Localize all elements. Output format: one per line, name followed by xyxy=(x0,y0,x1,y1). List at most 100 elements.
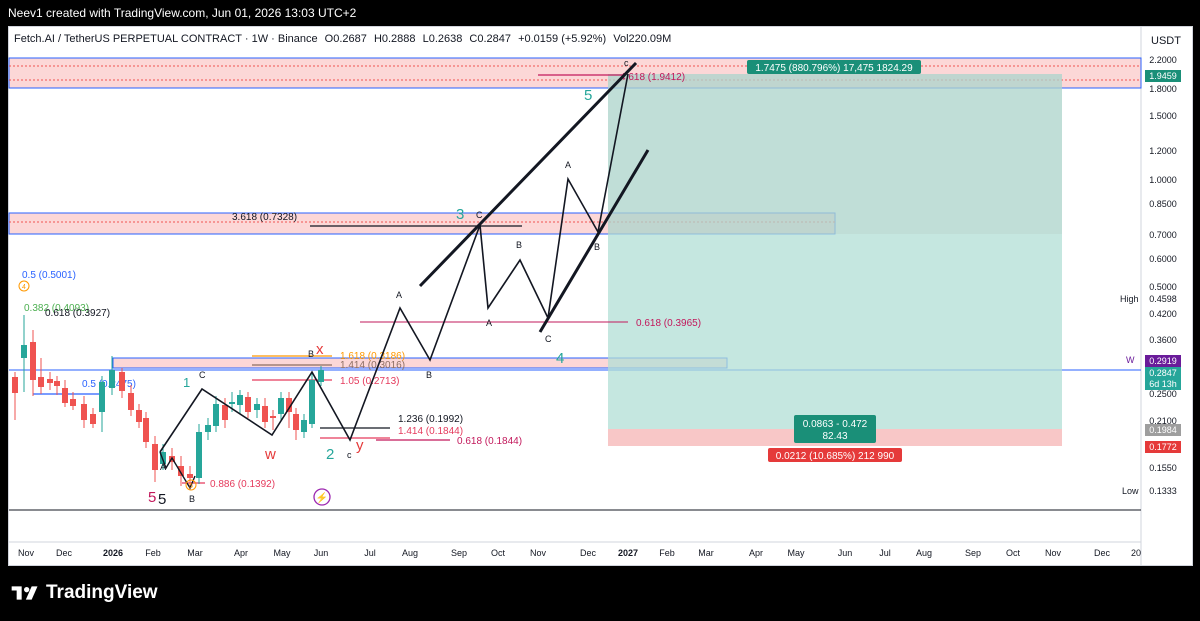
time-tick-label: May xyxy=(273,548,291,558)
price-tick-label: 0.7000 xyxy=(1149,230,1177,240)
wave-label-b2: B xyxy=(308,349,314,359)
legend-close: C0.2847 xyxy=(469,33,512,45)
stop-price-tag xyxy=(1145,441,1181,453)
candle-body[interactable] xyxy=(119,372,125,391)
time-tick-label: Feb xyxy=(659,548,675,558)
target-price-text: 1.9459 xyxy=(1149,71,1177,81)
candle-body[interactable] xyxy=(30,342,36,380)
time-tick-label: Apr xyxy=(234,548,248,558)
candle-body[interactable] xyxy=(301,420,307,432)
wave-label-c3: C xyxy=(476,210,483,220)
time-tick-label: Oct xyxy=(1006,548,1021,558)
legend-low: L0.2638 xyxy=(422,33,463,45)
candle-body[interactable] xyxy=(222,405,228,420)
candle-body[interactable] xyxy=(152,444,158,470)
candle-body[interactable] xyxy=(309,380,315,424)
fib-label-1236: 1.236 (0.1992) xyxy=(398,414,463,425)
price-axis[interactable]: 2.2000 1.8000 1.5000 1.2000 1.0000 0.8500 0.70… xyxy=(1149,55,1177,473)
header-bar: Neev1 created with TradingView.com, Jun … xyxy=(0,0,1200,26)
time-tick-label: Jul xyxy=(879,548,891,558)
candle-body[interactable] xyxy=(270,416,276,418)
candle-body[interactable] xyxy=(81,404,87,420)
time-tick-label: 2026 xyxy=(103,548,123,558)
candle-body[interactable] xyxy=(21,345,27,358)
candle-body[interactable] xyxy=(262,406,268,422)
target-label-box[interactable] xyxy=(747,60,921,74)
entry-label-2: 82.43 xyxy=(822,431,847,442)
last-price-text: 0.2847 xyxy=(1149,368,1177,378)
wave-label-5: 5 xyxy=(584,87,592,104)
candle-body[interactable] xyxy=(286,398,292,412)
time-tick-label: Oct xyxy=(491,548,506,558)
candle-body[interactable] xyxy=(237,395,243,405)
candle-body[interactable] xyxy=(160,452,166,464)
wave-label-c1: C xyxy=(199,370,206,380)
wave-label-c4: C xyxy=(545,334,552,344)
gray-price-tag xyxy=(1145,424,1181,436)
candle-body[interactable] xyxy=(229,402,235,404)
price-tick-label: 1.8000 xyxy=(1149,84,1177,94)
candle-body[interactable] xyxy=(293,414,299,430)
candle-body[interactable] xyxy=(178,466,184,476)
candle-body[interactable] xyxy=(213,404,219,426)
target-zone[interactable] xyxy=(608,74,1062,429)
time-axis[interactable]: Nov Dec 2026 Feb Mar Apr May Jun Jul Aug Sep Oct Nov… xyxy=(18,548,1141,558)
candle-body[interactable] xyxy=(254,404,260,410)
candle-body[interactable] xyxy=(12,377,18,393)
candle-body[interactable] xyxy=(205,425,211,432)
wave-label-five-black: 5 xyxy=(158,491,166,508)
candle-body[interactable] xyxy=(109,370,115,388)
channel-upper-line[interactable] xyxy=(418,61,638,288)
price-tick-label: 1.0000 xyxy=(1149,175,1177,185)
candle-body[interactable] xyxy=(90,414,96,424)
candle-body[interactable] xyxy=(318,370,324,382)
low-tag-value: 0.1333 xyxy=(1149,486,1177,496)
price-tick-label: 1.5000 xyxy=(1149,111,1177,121)
wave-label-five-red: 5 xyxy=(148,489,156,506)
legend-volume: Vol220.09M xyxy=(613,33,672,45)
circled-5-text: 5 xyxy=(189,483,193,490)
fib-label-0886: 0.886 (0.1392) xyxy=(210,479,275,490)
candle-body[interactable] xyxy=(99,382,105,412)
candle-body[interactable] xyxy=(62,388,68,403)
time-tick-label: Dec xyxy=(580,548,597,558)
wave-small-path xyxy=(159,451,196,490)
flash-event-glyph: ⚡ xyxy=(316,491,328,504)
candle-body[interactable] xyxy=(38,377,44,387)
candle-body[interactable] xyxy=(196,432,202,478)
stop-price-text: 0.1772 xyxy=(1149,442,1177,452)
time-tick-label: Jun xyxy=(314,548,329,558)
target-price-tag xyxy=(1145,70,1181,82)
credit-text: Neev1 created with TradingView.com, Jun … xyxy=(8,6,357,20)
candlestick-series[interactable] xyxy=(12,315,324,490)
channel-lower-line[interactable] xyxy=(538,149,650,333)
time-tick-label: Mar xyxy=(187,548,203,558)
gray-price-text: 0.1984 xyxy=(1149,425,1177,435)
time-tick-label: Aug xyxy=(916,548,932,558)
wave-label-b5: B xyxy=(594,242,600,252)
candle-body[interactable] xyxy=(143,418,149,442)
candle-body[interactable] xyxy=(187,474,193,478)
wave-projection-path[interactable] xyxy=(159,73,629,453)
fib-label-1618: 1.618 (0.3186) xyxy=(340,351,405,362)
price-tick-label: 1.2000 xyxy=(1149,146,1177,156)
flash-event-icon[interactable] xyxy=(313,488,331,506)
tradingview-logo[interactable]: TradingView xyxy=(10,582,158,604)
time-tick-label: Nov xyxy=(18,548,35,558)
candle-body[interactable] xyxy=(128,393,134,410)
circled-5-icon xyxy=(185,479,197,491)
stop-label-box[interactable] xyxy=(768,448,902,462)
candle-body[interactable] xyxy=(70,399,76,406)
candle-body[interactable] xyxy=(245,397,251,412)
candle-body[interactable] xyxy=(136,410,142,422)
low-tag-label: Low xyxy=(1122,486,1139,496)
entry-label-box[interactable] xyxy=(794,415,876,443)
candle-body[interactable] xyxy=(278,398,284,414)
fib-label-05: 0.5 (0.5001) xyxy=(22,270,76,281)
candle-body[interactable] xyxy=(54,381,60,386)
candle-body[interactable] xyxy=(47,379,53,383)
fib-label-105: 1.05 (0.2713) xyxy=(340,376,400,387)
wave-label-4: 4 xyxy=(556,350,564,367)
last-price-tag xyxy=(1145,367,1181,390)
